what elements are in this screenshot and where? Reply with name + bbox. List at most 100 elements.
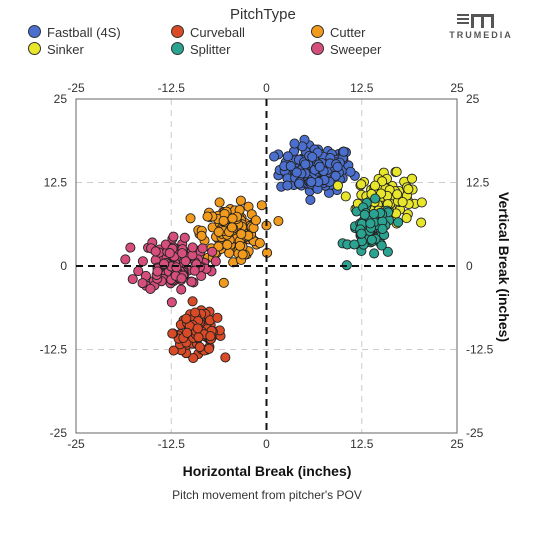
data-point [416, 197, 427, 208]
data-point [300, 159, 311, 170]
data-point [377, 223, 388, 234]
data-point [177, 248, 188, 259]
legend: Fastball (4S) Sinker Curveball Splitter Cutt… [28, 25, 428, 59]
data-point [168, 345, 179, 356]
data-point [234, 240, 246, 251]
legend-swatch [311, 25, 324, 38]
y-tick-label: 12.5 [44, 176, 68, 190]
chart-caption: Pitch movement from pitcher's POV [172, 488, 362, 502]
data-point [181, 313, 192, 324]
data-point [182, 327, 193, 338]
brand-logo: TRUMEDIA [445, 12, 517, 40]
data-point [338, 146, 349, 157]
data-point [382, 246, 393, 257]
brand-name: TRUMEDIA [449, 30, 513, 40]
y-axis-label: Vertical Break (inches) [496, 191, 512, 343]
data-point [218, 215, 229, 226]
data-point [332, 180, 343, 191]
legend-item[interactable]: Sweeper [311, 42, 381, 58]
legend-label: Sweeper [330, 42, 382, 57]
legend-label: Cutter [330, 25, 366, 40]
data-point [171, 262, 182, 273]
data-point [285, 161, 296, 172]
data-point [392, 189, 403, 200]
data-point [152, 266, 163, 277]
series-fastball-4s [269, 134, 360, 206]
data-point [235, 195, 246, 206]
data-point [186, 276, 197, 287]
data-point [406, 173, 418, 184]
y-tick-label-right: 12.5 [466, 176, 490, 190]
data-point [207, 246, 218, 257]
data-point [401, 213, 412, 224]
legend-swatch [311, 42, 324, 55]
y-tick-label-right: 25 [466, 92, 480, 106]
legend-item[interactable]: Cutter [311, 25, 365, 41]
series-curveball [167, 296, 231, 364]
data-point [176, 284, 187, 295]
x-tick-label: 12.5 [350, 437, 374, 451]
y-tick-label-right: 0 [466, 259, 473, 273]
y-tick-label: 25 [54, 92, 68, 106]
data-point [188, 353, 199, 364]
data-point [294, 178, 305, 189]
legend-item[interactable]: Sinker [28, 42, 84, 58]
data-point [377, 176, 388, 187]
series-cutter [185, 195, 284, 288]
legend-swatch [28, 25, 41, 38]
data-point [306, 176, 317, 188]
data-point [194, 341, 205, 353]
x-tick-label-top: 0 [263, 81, 270, 95]
data-point [282, 180, 293, 191]
data-point [213, 226, 224, 237]
data-point [349, 239, 360, 250]
data-point [314, 161, 325, 172]
legend-item[interactable]: Curveball [171, 25, 245, 41]
data-point [345, 166, 356, 177]
data-point [187, 242, 198, 253]
data-point [376, 240, 387, 251]
data-point [305, 194, 316, 206]
data-point [254, 238, 265, 249]
data-point [227, 213, 238, 224]
data-point [369, 248, 380, 259]
y-tick-label: -12.5 [40, 343, 68, 357]
legend-label: Sinker [47, 42, 84, 57]
data-point [269, 151, 280, 162]
data-point [214, 197, 225, 208]
data-point [127, 274, 138, 285]
data-point [125, 242, 136, 253]
data-point [205, 331, 216, 342]
data-point [218, 277, 229, 288]
legend-item[interactable]: Fastball (4S) [28, 25, 121, 41]
x-tick-label-top: -12.5 [158, 81, 186, 95]
data-point [133, 266, 144, 277]
series-splitter [337, 193, 404, 271]
data-point [403, 184, 414, 195]
data-point [137, 256, 148, 267]
x-tick-label: 0 [263, 437, 270, 451]
data-point [370, 193, 381, 204]
data-point [145, 283, 156, 295]
data-point [202, 211, 213, 222]
data-point [416, 217, 427, 228]
zero-reference-lines [76, 99, 457, 433]
data-point [273, 216, 284, 227]
data-point [167, 328, 178, 339]
data-point [176, 273, 187, 284]
data-point [192, 323, 203, 334]
legend-item[interactable]: Splitter [171, 42, 230, 58]
data-point [369, 180, 381, 191]
data-point [393, 217, 404, 228]
x-tick-label-top: 12.5 [350, 81, 374, 95]
data-point [256, 200, 267, 211]
data-point [366, 234, 377, 245]
legend-swatch [171, 25, 184, 38]
data-point [365, 218, 376, 229]
data-point [150, 246, 161, 257]
data-point [120, 254, 131, 265]
data-point [222, 239, 233, 250]
data-point [179, 232, 190, 243]
data-point [137, 278, 148, 289]
